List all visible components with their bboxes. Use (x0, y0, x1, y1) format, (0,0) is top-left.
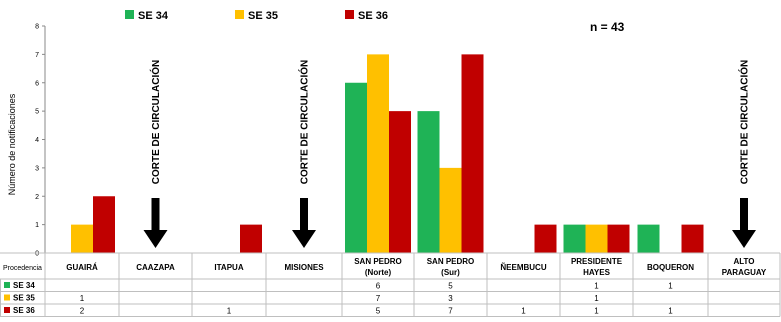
table-cell-value: 5 (376, 307, 381, 316)
y-tick-label: 4 (35, 137, 39, 144)
bar-se-35 (585, 224, 608, 253)
category-label: ITAPUA (214, 263, 243, 272)
n-label: n = 43 (590, 20, 625, 34)
table-cell-value: 1 (227, 307, 232, 316)
table-cell-value: 1 (594, 282, 599, 291)
bar-se-34 (637, 224, 660, 253)
category-label: MISIONES (284, 263, 324, 272)
table-legend-swatch (4, 307, 10, 313)
table-cell-value: 1 (594, 294, 599, 303)
table-series-label: SE 36 (13, 306, 35, 315)
legend-label: SE 36 (358, 10, 388, 22)
table-cell-value: 2 (80, 307, 85, 316)
legend-swatch (125, 10, 134, 19)
table-cell-value: 1 (668, 282, 673, 291)
y-tick-label: 5 (35, 109, 39, 116)
y-tick-label: 8 (35, 24, 39, 31)
bar-se-36 (534, 224, 557, 253)
table-cell-value: 5 (448, 282, 453, 291)
y-axis-title: Número de notificaciones (7, 93, 17, 195)
annotation-label: CORTE DE CIRCULACIÓN (298, 60, 311, 184)
category-label: CAAZAPA (136, 263, 175, 272)
bar-se-35 (71, 224, 93, 253)
y-tick-label: 0 (35, 251, 39, 258)
table-cell-value: 1 (521, 307, 526, 316)
bar-se-36 (389, 111, 411, 253)
category-label: HAYES (583, 268, 610, 277)
bar-se-35 (439, 167, 462, 253)
down-arrow-icon (732, 198, 756, 248)
category-label: (Sur) (441, 268, 460, 277)
category-label: ÑEEMBUCU (500, 263, 546, 272)
legend-label: SE 35 (248, 10, 278, 22)
bar-se-36 (93, 196, 115, 253)
annotation-label: CORTE DE CIRCULACIÓN (149, 60, 162, 184)
bar-se-34 (563, 224, 586, 253)
y-tick-label: 2 (35, 194, 39, 201)
category-label: PRESIDENTE (571, 257, 623, 266)
bar-se-34 (417, 111, 440, 253)
bar-se-34 (345, 82, 367, 253)
table-cell-value: 7 (376, 294, 381, 303)
y-tick-label: 6 (35, 80, 39, 87)
annotation-label: CORTE DE CIRCULACIÓN (738, 60, 751, 184)
bar-se-36 (461, 54, 484, 253)
legend-swatch (345, 10, 354, 19)
y-tick-label: 3 (35, 165, 39, 172)
down-arrow-icon (292, 198, 316, 248)
bar-se-36 (681, 224, 704, 253)
bar-se-36 (607, 224, 630, 253)
table-legend-swatch (4, 294, 10, 301)
down-arrow-icon (143, 198, 168, 248)
table-cell-value: 1 (668, 307, 673, 316)
y-tick-label: 7 (35, 52, 39, 59)
category-label: (Norte) (365, 268, 392, 277)
table-cell-value: 3 (448, 294, 453, 303)
category-label: ALTO (733, 257, 754, 266)
table-series-label: SE 35 (13, 294, 35, 303)
y-tick-label: 1 (35, 222, 39, 229)
table-legend-swatch (4, 282, 10, 288)
category-label: SAN PEDRO (427, 257, 475, 266)
table-cell-value: 1 (80, 294, 85, 303)
table-row-header: Procedencia (3, 265, 42, 272)
table-cell-value: 7 (448, 307, 453, 316)
bar-se-36 (240, 224, 262, 253)
legend-swatch (235, 10, 244, 19)
table-cell-value: 6 (376, 282, 381, 291)
category-label: BOQUERON (647, 263, 694, 272)
category-label: PARAGUAY (722, 268, 767, 277)
table-series-label: SE 34 (13, 281, 35, 290)
category-label: GUAIRÁ (66, 263, 98, 272)
category-label: SAN PEDRO (354, 257, 402, 266)
legend-label: SE 34 (138, 10, 169, 22)
table-cell-value: 1 (594, 307, 599, 316)
bar-se-35 (367, 54, 389, 253)
